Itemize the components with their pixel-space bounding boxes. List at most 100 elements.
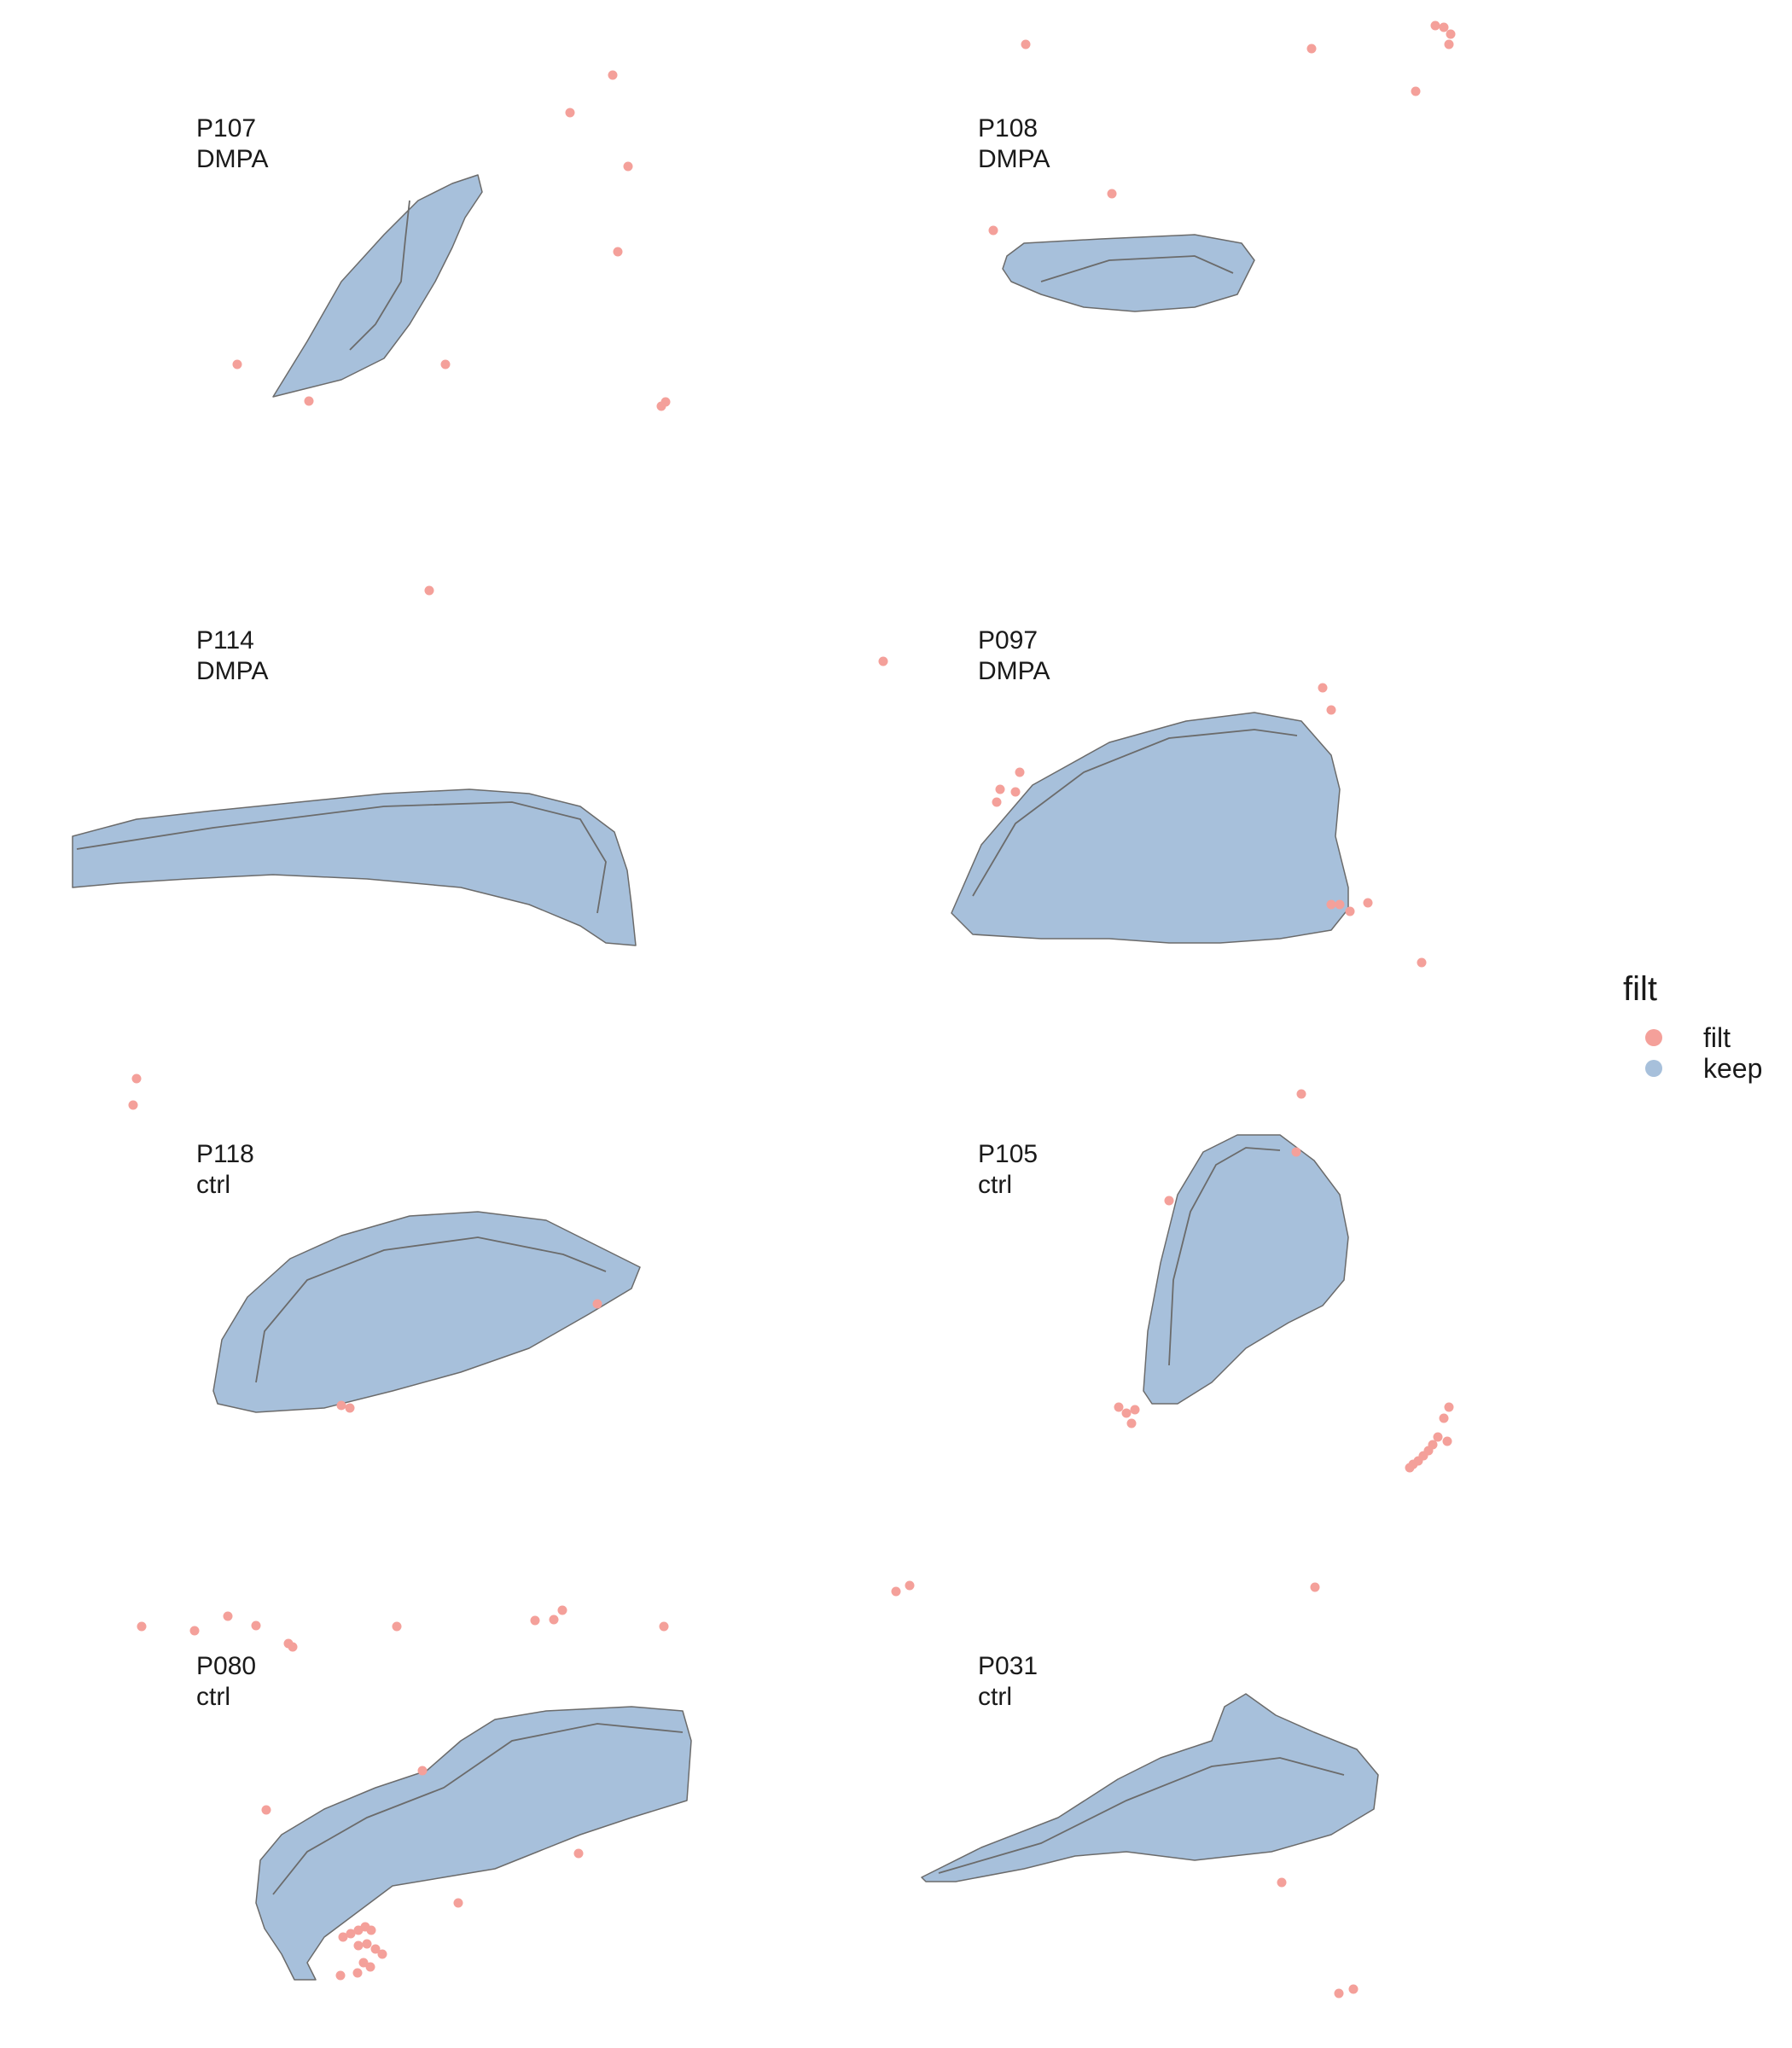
tissue-region-P031 bbox=[921, 1693, 1379, 1882]
filt-spot-P080-3 bbox=[251, 1620, 261, 1631]
tissue-region-P097 bbox=[951, 712, 1349, 944]
tissue-region-P108 bbox=[1002, 234, 1255, 312]
filt-spot-P080-23 bbox=[362, 1939, 372, 1949]
filt-spot-P118-1 bbox=[128, 1100, 138, 1110]
panel-id-P114: P114 bbox=[196, 626, 254, 655]
filt-spot-P118-3 bbox=[345, 1403, 355, 1413]
filt-spot-P080-1 bbox=[189, 1626, 200, 1636]
filt-spot-P118-4 bbox=[592, 1299, 602, 1309]
filt-spot-P080-13 bbox=[417, 1766, 428, 1776]
filt-spot-P105-16 bbox=[1405, 1463, 1415, 1473]
legend-key-keep bbox=[1645, 1060, 1662, 1077]
panel-group-P105: ctrl bbox=[978, 1171, 1012, 1199]
panel-group-P107: DMPA bbox=[196, 145, 268, 173]
filt-spot-P080-10 bbox=[659, 1621, 669, 1632]
filt-spot-P107-0 bbox=[608, 70, 618, 80]
panel-P031: P031 ctrl bbox=[921, 1582, 1379, 1999]
filt-spot-P108-3 bbox=[1439, 22, 1449, 32]
filt-spot-P080-9 bbox=[557, 1605, 567, 1615]
tissue-outline-P107 bbox=[349, 200, 410, 351]
legend-title: filt bbox=[1623, 970, 1657, 1008]
filt-spot-P108-8 bbox=[988, 225, 998, 236]
panel-group-P108: DMPA bbox=[978, 145, 1050, 173]
filt-spot-P105-10 bbox=[1442, 1436, 1452, 1446]
filt-spot-P080-17 bbox=[338, 1932, 348, 1942]
filt-spot-P080-18 bbox=[346, 1929, 356, 1939]
filt-spot-P080-22 bbox=[353, 1940, 364, 1951]
filt-spot-P105-0 bbox=[1296, 1089, 1306, 1099]
legend-label-keep: keep bbox=[1703, 1053, 1762, 1084]
panel-group-P097: DMPA bbox=[978, 657, 1050, 685]
panel-P118: P118 ctrl bbox=[128, 1073, 641, 1413]
filt-spot-P097-8 bbox=[1345, 906, 1355, 916]
panel-id-P118: P118 bbox=[196, 1140, 254, 1168]
filt-spot-P107-8 bbox=[660, 397, 671, 407]
filt-spot-P097-0 bbox=[1318, 683, 1328, 693]
filt-spot-P080-15 bbox=[573, 1848, 584, 1859]
tissue-outline-P114 bbox=[76, 801, 607, 914]
panel-group-P114: DMPA bbox=[196, 657, 268, 685]
filt-spot-P108-5 bbox=[1444, 39, 1454, 49]
filt-spot-P080-28 bbox=[352, 1968, 363, 1978]
filt-spot-P107-1 bbox=[565, 108, 575, 118]
tissue-region-P105 bbox=[1143, 1134, 1349, 1405]
filt-spot-P080-16 bbox=[453, 1898, 463, 1908]
panel-id-P031: P031 bbox=[978, 1652, 1038, 1680]
tissue-outline-P118 bbox=[255, 1236, 607, 1383]
filt-spot-P080-21 bbox=[366, 1925, 376, 1935]
filt-spot-P080-6 bbox=[392, 1621, 402, 1632]
filt-spot-P108-0 bbox=[1021, 39, 1031, 49]
filt-spot-P118-2 bbox=[336, 1400, 346, 1411]
filt-spot-P105-2 bbox=[1164, 1196, 1174, 1206]
panel-P105: P105 ctrl bbox=[978, 1089, 1454, 1473]
legend-key-filt bbox=[1645, 1029, 1662, 1046]
tissue-region-P107 bbox=[272, 174, 483, 398]
filt-spot-P080-7 bbox=[530, 1615, 540, 1626]
filt-spot-P097-3 bbox=[995, 784, 1005, 794]
filt-spot-P080-25 bbox=[377, 1949, 387, 1959]
tissue-outline-P031 bbox=[938, 1757, 1345, 1874]
filt-spot-P080-24 bbox=[370, 1944, 381, 1954]
filt-spot-P114-1 bbox=[878, 656, 888, 666]
tissue-outline-P097 bbox=[972, 729, 1298, 897]
filt-spot-P080-14 bbox=[261, 1805, 271, 1815]
filt-spot-P105-7 bbox=[1444, 1402, 1454, 1412]
filt-spot-P108-1 bbox=[1306, 44, 1317, 54]
facet-panels: P107DMPAP108DMPAP114DMPAP097DMPAP118ctrl… bbox=[72, 20, 1456, 1999]
filt-spot-P080-0 bbox=[137, 1621, 147, 1632]
panel-P080: P080 ctrl bbox=[137, 1580, 915, 1981]
filt-spot-P097-5 bbox=[992, 797, 1002, 807]
filt-spot-P031-3 bbox=[1348, 1984, 1359, 1994]
filt-spot-P031-0 bbox=[1310, 1582, 1320, 1592]
filt-spot-P107-6 bbox=[304, 396, 314, 406]
filt-spot-P118-0 bbox=[131, 1073, 142, 1084]
filt-spot-P105-5 bbox=[1130, 1405, 1140, 1415]
tissue-region-P080 bbox=[255, 1706, 692, 1981]
filt-spot-P108-7 bbox=[1107, 189, 1117, 199]
filt-spot-P080-26 bbox=[358, 1958, 369, 1968]
filt-spot-P108-6 bbox=[1411, 86, 1421, 96]
tissue-outline-P080 bbox=[272, 1723, 684, 1895]
filt-spot-P105-9 bbox=[1433, 1432, 1443, 1442]
filt-spot-P097-2 bbox=[1015, 767, 1025, 777]
panel-id-P097: P097 bbox=[978, 626, 1038, 655]
tissue-region-P118 bbox=[212, 1211, 641, 1413]
panel-group-P080: ctrl bbox=[196, 1683, 230, 1711]
filt-spot-P097-7 bbox=[1335, 899, 1345, 910]
panel-id-P105: P105 bbox=[978, 1140, 1038, 1168]
filt-spot-P107-4 bbox=[232, 359, 242, 369]
filt-spot-P097-10 bbox=[1417, 957, 1427, 968]
filt-spot-P080-2 bbox=[223, 1611, 233, 1621]
filt-spot-P031-1 bbox=[1277, 1877, 1287, 1888]
filt-spot-P108-2 bbox=[1430, 20, 1440, 31]
filt-spot-P107-2 bbox=[623, 161, 633, 172]
filt-spot-P105-8 bbox=[1439, 1413, 1449, 1423]
tissue-region-P114 bbox=[72, 788, 637, 946]
filt-spot-P107-5 bbox=[440, 359, 451, 369]
